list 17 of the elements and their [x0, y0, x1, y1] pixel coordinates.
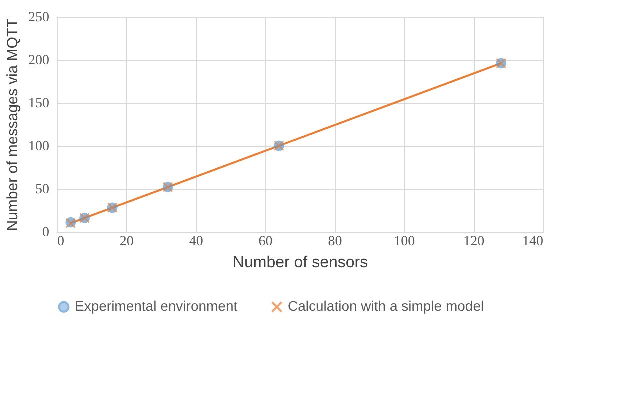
- y-tick-label: 200: [28, 54, 50, 68]
- x-tick-label: 100: [394, 234, 416, 250]
- x-tick-label: 60: [258, 234, 273, 250]
- x-tick-label: 120: [464, 234, 485, 250]
- x-tick-label: 40: [189, 234, 204, 250]
- legend-label: Calculation with a simple model: [288, 298, 484, 314]
- legend-label: Experimental environment: [75, 298, 238, 314]
- x-tick-label: 0: [58, 234, 64, 250]
- y-tick-label: 50: [36, 182, 50, 198]
- y-tick-label: 150: [28, 96, 50, 112]
- y-tick-label: 250: [28, 10, 50, 26]
- x-tick-label: 80: [328, 234, 342, 250]
- y-tick-label: 100: [28, 140, 50, 154]
- x-tick-label: 20: [120, 234, 134, 250]
- x-axis-title: Number of sensors: [232, 254, 368, 272]
- x-tick-label: 140: [522, 234, 544, 250]
- y-axis-title: Number of messages via MQTT: [4, 18, 22, 232]
